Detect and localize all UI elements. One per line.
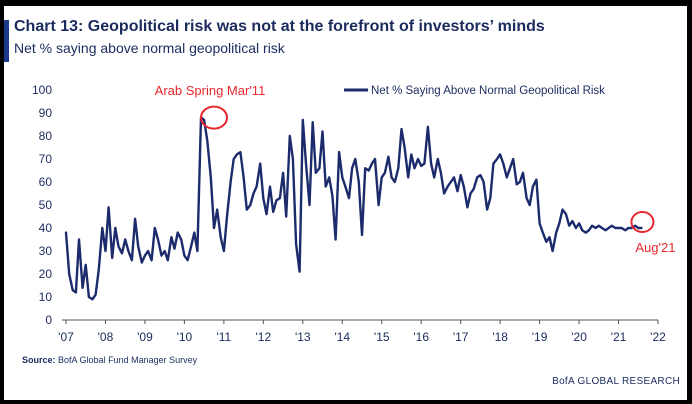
x-tick-label: '16 [413, 330, 429, 344]
y-tick-label: 10 [39, 290, 53, 304]
x-tick-label: '18 [492, 330, 508, 344]
x-tick-label: '08 [98, 330, 114, 344]
y-tick-label: 60 [39, 175, 53, 189]
x-tick-label: '22 [650, 330, 666, 344]
x-tick-label: '15 [374, 330, 390, 344]
y-tick-label: 0 [45, 313, 52, 327]
annotation-circle [630, 211, 655, 233]
y-tick-label: 80 [39, 129, 53, 143]
y-tick-label: 50 [39, 198, 53, 212]
chart-card [4, 6, 687, 400]
x-tick-label: '21 [611, 330, 627, 344]
x-tick-label: '20 [571, 330, 587, 344]
x-tick-label: '07 [58, 330, 74, 344]
x-tick-label: '14 [334, 330, 350, 344]
annotation-label: Arab Spring Mar'11 [155, 83, 266, 98]
legend: Net % Saying Above Normal Geopolitical R… [344, 85, 605, 97]
annotation-label: Aug'21 [635, 240, 675, 255]
x-tick-label: '09 [137, 330, 153, 344]
annotation-circle [200, 105, 228, 130]
y-tick-label: 40 [39, 221, 53, 235]
x-axis: '07 '08 '09 '10 '11 '12 '13 '14 '15 '16 '17 '18 '19 '… [58, 319, 666, 344]
y-tick-label: 70 [39, 152, 53, 166]
y-axis: 0 10 20 30 40 50 60 70 80 90 100 [32, 83, 52, 327]
y-tick-label: 20 [39, 267, 53, 281]
publisher-credit: BofA GLOBAL RESEARCH [552, 376, 680, 387]
y-tick-label: 90 [39, 106, 53, 120]
x-tick-label: '11 [216, 330, 231, 344]
series-layer [64, 116, 643, 301]
x-tick-label: '19 [532, 330, 548, 344]
series-line [64, 116, 643, 301]
source-label: Source: [22, 355, 56, 365]
x-tick-label: '10 [177, 330, 193, 344]
title-accent-bar [4, 20, 9, 62]
x-tick-label: '12 [256, 330, 272, 344]
source-text: BofA Global Fund Manager Survey [58, 355, 198, 365]
chart-subtitle: Net % saying above normal geopolitical r… [14, 40, 285, 56]
y-tick-label: 100 [32, 83, 52, 97]
source-note: Source: BofA Global Fund Manager Survey [22, 355, 197, 365]
chart-title: Chart 13: Geopolitical risk was not at t… [14, 18, 545, 35]
x-tick-label: '17 [453, 330, 469, 344]
y-tick-label: 30 [39, 244, 53, 258]
x-tick-label: '13 [295, 330, 311, 344]
annotation-layer: Arab Spring Mar'11 Aug'21 [155, 83, 676, 255]
legend-label: Net % Saying Above Normal Geopolitical R… [371, 85, 605, 97]
